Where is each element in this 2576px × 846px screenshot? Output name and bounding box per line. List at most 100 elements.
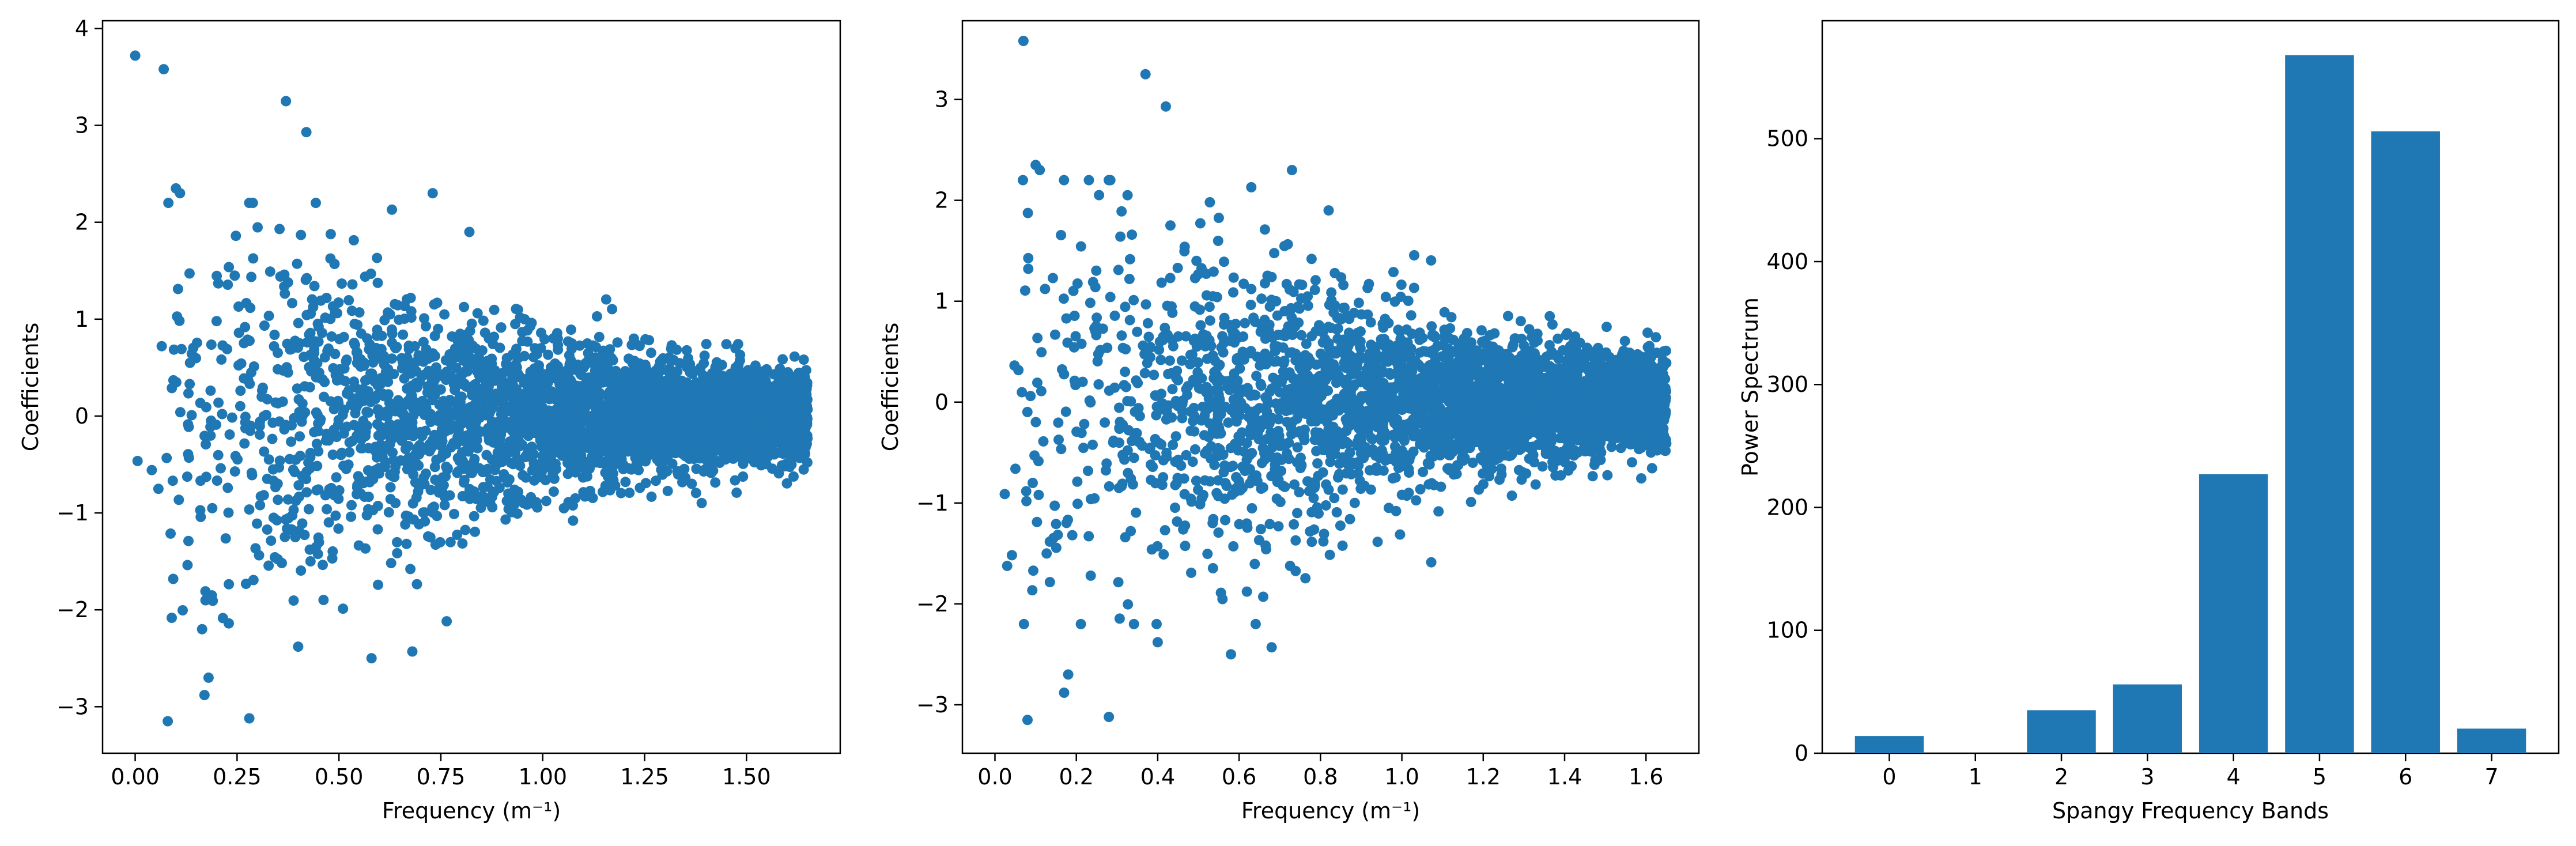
scatter-point <box>411 492 422 503</box>
scatter-point <box>1202 549 1213 560</box>
scatter-point <box>195 398 206 409</box>
scatter-point <box>1227 489 1237 500</box>
scatter-point <box>489 375 500 386</box>
scatter-point <box>205 385 216 396</box>
scatter-point <box>1273 521 1284 532</box>
scatter-point <box>388 455 399 466</box>
scatter-point <box>597 486 608 497</box>
scatter-point <box>304 362 315 373</box>
scatter-point <box>163 198 174 209</box>
scatter-point <box>477 490 488 501</box>
scatter-point <box>1165 355 1175 366</box>
scatter-point <box>230 451 241 462</box>
scatter-point <box>293 480 304 491</box>
scatter-point <box>525 321 536 331</box>
scatter-point <box>1195 320 1206 331</box>
scatter-point <box>1170 431 1181 442</box>
scatter-point <box>398 409 409 420</box>
scatter-point <box>1246 284 1257 294</box>
scatter-point <box>609 368 620 379</box>
scatter-point <box>485 401 496 412</box>
scatter-point <box>1002 560 1013 571</box>
scatter-point <box>146 464 157 475</box>
scatter-point <box>333 523 344 534</box>
x-tick-label: 1.25 <box>620 764 669 790</box>
scatter-point <box>598 402 609 413</box>
scatter-point <box>607 304 618 315</box>
scatter-point <box>1122 190 1133 201</box>
scatter-point <box>403 343 414 354</box>
scatter-point <box>1329 267 1340 278</box>
scatter-point <box>313 336 324 347</box>
scatter-point <box>624 488 635 498</box>
scatter-point <box>1156 277 1167 288</box>
scatter-point <box>451 362 462 373</box>
scatter-point <box>186 410 197 421</box>
scatter-point <box>1044 577 1055 588</box>
scatter-point <box>487 492 497 502</box>
scatter-point <box>429 299 440 310</box>
scatter-point <box>377 451 388 462</box>
scatter-point <box>366 653 377 664</box>
scatter-point <box>311 542 322 553</box>
scatter-point <box>195 475 206 486</box>
scatter-point <box>165 528 176 539</box>
scatter-point <box>552 447 563 458</box>
scatter-point <box>163 716 173 727</box>
scatter-point <box>167 475 178 486</box>
scatter-point <box>425 532 436 543</box>
scatter-point <box>677 430 688 441</box>
scatter-point <box>1139 368 1150 379</box>
scatter-point <box>371 353 382 364</box>
scatter-point <box>692 422 702 433</box>
scatter-point <box>1300 573 1311 584</box>
scatter-point <box>372 277 383 288</box>
scatter-point <box>436 424 447 435</box>
scatter-point <box>311 485 322 496</box>
scatter-point <box>1128 294 1139 305</box>
scatter-point <box>662 485 673 496</box>
scatter-point <box>1083 175 1094 186</box>
scatter-point <box>1085 570 1096 581</box>
scatter-point <box>346 511 356 522</box>
scatter-point <box>216 463 226 474</box>
scatter-point <box>560 389 571 400</box>
scatter-point <box>378 388 388 399</box>
scatter-point <box>1189 444 1200 455</box>
scatter-point <box>666 443 677 454</box>
scatter-point <box>1168 341 1179 352</box>
scatter-point <box>582 471 592 482</box>
scatter-point <box>459 463 470 474</box>
scatter-point <box>235 386 246 396</box>
scatter-point <box>130 50 141 61</box>
scatter-point <box>562 365 573 375</box>
scatter-point <box>789 351 800 362</box>
scatter-point <box>373 405 384 416</box>
scatter-point <box>522 405 532 416</box>
scatter-point <box>1104 481 1115 492</box>
scatter-point <box>216 354 227 365</box>
scatter-point <box>800 433 811 444</box>
scatter-point <box>361 406 372 417</box>
scatter-point <box>330 510 341 521</box>
scatter-point <box>269 341 279 352</box>
scatter-point <box>1338 280 1349 290</box>
scatter-point <box>358 384 369 394</box>
scatter-point <box>239 438 250 449</box>
scatter-point <box>470 379 481 390</box>
scatter-point <box>583 348 594 358</box>
scatter-point <box>211 475 222 486</box>
scatter-point <box>167 613 177 624</box>
scatter-point <box>273 494 284 505</box>
scatter-point <box>1337 484 1348 495</box>
scatter-point <box>407 646 418 657</box>
scatter-point <box>343 295 354 305</box>
scatter-point <box>385 469 396 480</box>
scatter-point <box>606 387 617 398</box>
scatter-point <box>758 453 769 464</box>
scatter-point <box>527 465 538 476</box>
scatter-point <box>203 672 214 683</box>
scatter-point <box>301 127 312 138</box>
scatter-point <box>691 463 702 474</box>
scatter-point <box>274 224 285 235</box>
